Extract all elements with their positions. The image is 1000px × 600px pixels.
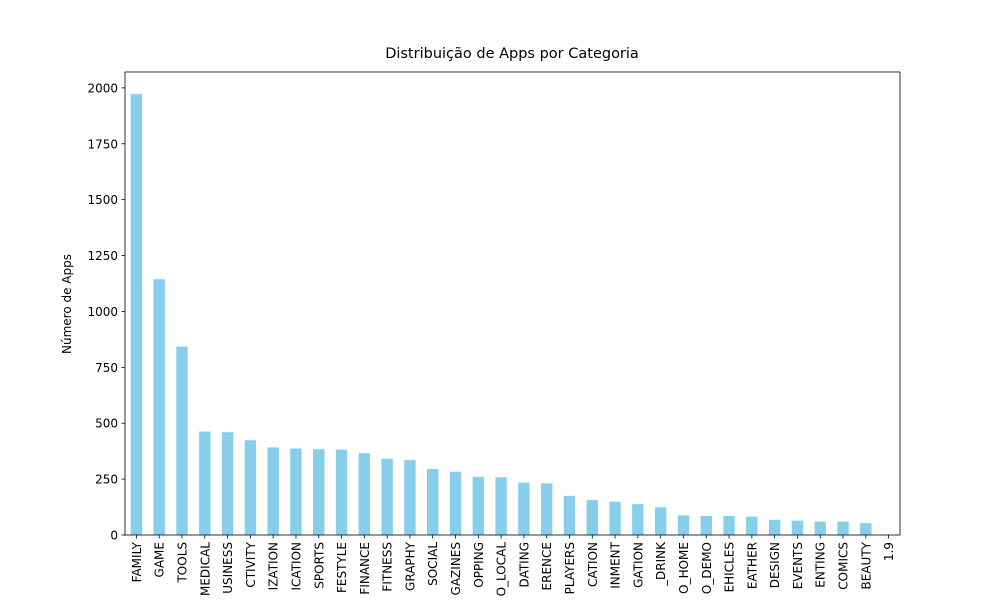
y-axis-label: Número de Apps: [60, 254, 74, 354]
x-tick-label: TOOLS: [175, 542, 189, 584]
x-tick-label: DATING: [517, 542, 531, 587]
y-tick-label: 2000: [87, 81, 118, 95]
x-tick-label: MEDICAL: [198, 542, 212, 596]
x-tick-label: PLAYERS: [563, 542, 577, 594]
y-tick-label: 500: [95, 417, 118, 431]
x-tick-label: EATHER: [745, 542, 759, 589]
y-tick-label: 1000: [87, 305, 118, 319]
bar: [518, 482, 530, 535]
x-tick-label: CATION: [586, 542, 600, 587]
x-tick-label: DESIGN: [768, 542, 782, 588]
x-tick-label: ERENCE: [540, 542, 554, 590]
bar: [358, 453, 371, 535]
bar: [427, 469, 439, 535]
y-tick-label: 1750: [87, 137, 118, 151]
bar: [153, 279, 165, 535]
x-tick-label: GAZINES: [449, 542, 463, 595]
bar: [746, 516, 758, 535]
bar: [837, 521, 849, 535]
bar: [221, 432, 234, 535]
x-tick-label: O_DEMO: [700, 542, 714, 594]
y-tick-label: 750: [95, 361, 118, 375]
bar: [563, 495, 576, 535]
x-tick-label: O_HOME: [677, 542, 691, 594]
x-tick-label: 1.9: [882, 542, 896, 561]
x-tick-label: ICATION: [289, 542, 303, 591]
bar: [654, 507, 667, 535]
bar: [472, 476, 485, 535]
x-tick-label: IZATION: [267, 542, 281, 590]
bar: [814, 521, 826, 535]
x-tick-label: CTIVITY: [244, 541, 258, 587]
bar: [632, 504, 644, 535]
x-tick-label: FINANCE: [358, 542, 372, 595]
bar: [267, 447, 279, 535]
x-tick-label: GAME: [153, 542, 167, 577]
bar: [700, 515, 712, 535]
bar: [791, 520, 804, 535]
x-tick-label: FAMILY: [130, 541, 144, 582]
x-tick-label: BEAUTY: [859, 541, 873, 589]
x-tick-label: FITNESS: [381, 542, 395, 592]
x-tick-label: SPORTS: [312, 542, 326, 589]
x-tick-label: USINESS: [221, 542, 235, 594]
bar: [768, 519, 781, 535]
bar: [860, 523, 872, 535]
bar: [130, 94, 143, 536]
axes-frame: [124, 71, 901, 536]
x-tick-label: _DRINK: [654, 541, 668, 587]
bar: [449, 471, 462, 535]
bar: [586, 500, 598, 535]
y-tick-label: 0: [110, 529, 118, 543]
y-tick-label: 1250: [87, 249, 118, 263]
y-tick-label: 250: [95, 473, 118, 487]
bar: [540, 483, 553, 535]
bar: [335, 449, 348, 535]
bar: [176, 346, 188, 535]
bar: [290, 448, 302, 535]
x-tick-label: INMENT: [609, 541, 623, 588]
bar: [404, 460, 416, 535]
x-tick-label: EVENTS: [791, 542, 805, 589]
x-tick-label: GATION: [631, 542, 645, 588]
bar: [677, 515, 690, 535]
bar: [199, 431, 211, 535]
bar: [495, 477, 507, 535]
y-tick-label: 1500: [87, 193, 118, 207]
x-tick-label: FESTYLE: [335, 542, 349, 593]
x-tick-label: EHICLES: [723, 542, 737, 592]
x-tick-label: SOCIAL: [426, 542, 440, 586]
x-tick-label: GRAPHY: [403, 541, 417, 591]
x-tick-label: O_LOCAL: [495, 542, 509, 597]
x-tick-label: OPPING: [472, 542, 486, 588]
chart-title: Distribuição de Apps por Categoria: [385, 46, 639, 62]
x-tick-label: COMICS: [837, 542, 851, 590]
bar: [723, 515, 735, 535]
bar: [381, 458, 393, 535]
x-tick-label: ENTING: [814, 542, 828, 588]
bar: [313, 449, 325, 535]
plot-area: 0 250 500 750 1000 1250 1500 1750 2000 FAMILY GAME…: [87, 81, 896, 596]
bar: [244, 440, 257, 535]
bar: [609, 501, 621, 535]
